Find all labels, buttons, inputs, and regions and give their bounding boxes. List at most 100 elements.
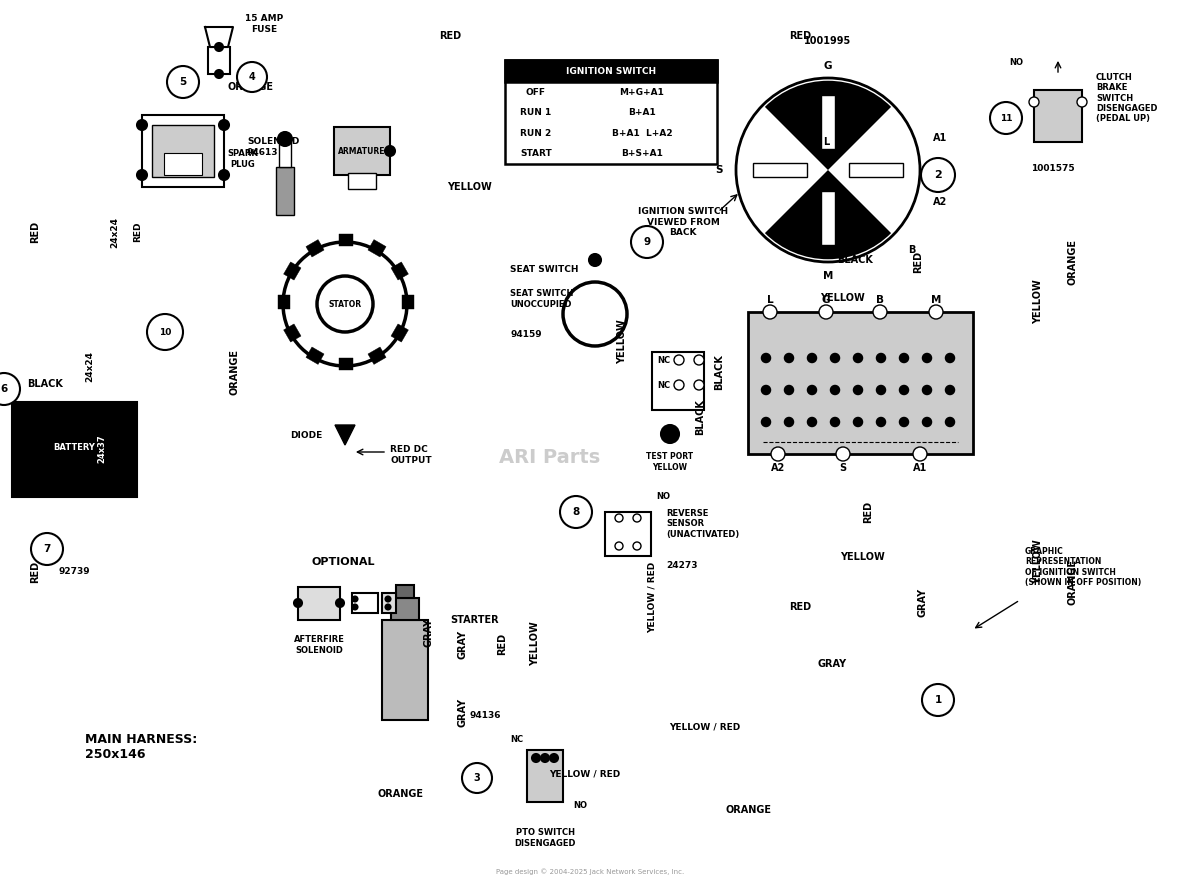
- Text: NO: NO: [573, 801, 586, 810]
- Circle shape: [219, 170, 229, 180]
- Text: RED: RED: [133, 221, 143, 243]
- Circle shape: [946, 385, 955, 394]
- Text: BLACK: BLACK: [837, 255, 873, 265]
- Text: NO: NO: [656, 491, 670, 500]
- Text: SEAT SWITCH
UNOCCUPIED: SEAT SWITCH UNOCCUPIED: [510, 289, 573, 309]
- Text: RED: RED: [863, 501, 873, 523]
- Circle shape: [946, 354, 955, 363]
- Wedge shape: [765, 170, 891, 259]
- Text: 4: 4: [249, 72, 255, 82]
- Text: 15 AMP
FUSE: 15 AMP FUSE: [245, 14, 283, 34]
- Circle shape: [550, 754, 558, 762]
- Circle shape: [923, 385, 931, 394]
- Circle shape: [137, 170, 148, 180]
- Bar: [348, 173, 376, 189]
- Text: M: M: [931, 295, 942, 305]
- Bar: [142, 115, 224, 187]
- Text: ARMATURE: ARMATURE: [339, 146, 386, 155]
- Circle shape: [913, 447, 927, 461]
- Text: CLUTCH
BRAKE
SWITCH
DISENGAGED
(PEDAL UP): CLUTCH BRAKE SWITCH DISENGAGED (PEDAL UP…: [1096, 72, 1158, 123]
- Text: RED: RED: [30, 220, 40, 243]
- Text: MAIN HARNESS:
250x146: MAIN HARNESS: 250x146: [85, 733, 197, 761]
- Text: YELLOW: YELLOW: [530, 622, 540, 667]
- Text: NC: NC: [657, 380, 670, 390]
- Circle shape: [137, 120, 148, 130]
- Text: YELLOW: YELLOW: [820, 293, 865, 303]
- Text: RED: RED: [497, 633, 507, 655]
- Circle shape: [877, 354, 885, 363]
- Text: SOLENOID
94613: SOLENOID 94613: [247, 138, 300, 157]
- Bar: [164, 153, 202, 175]
- Text: YELLOW / RED: YELLOW / RED: [648, 561, 656, 632]
- Text: GRAY: GRAY: [457, 698, 467, 727]
- Bar: [339, 234, 353, 246]
- Text: YELLOW: YELLOW: [1032, 540, 1043, 585]
- Circle shape: [922, 158, 955, 192]
- Circle shape: [674, 380, 684, 390]
- Bar: [753, 163, 807, 177]
- Circle shape: [336, 599, 345, 607]
- Text: 24x37: 24x37: [98, 435, 106, 463]
- Bar: [368, 347, 386, 364]
- Circle shape: [877, 418, 885, 426]
- Bar: [821, 95, 835, 149]
- Text: NO: NO: [1009, 57, 1023, 66]
- Text: YELLOW / RED: YELLOW / RED: [669, 722, 741, 731]
- Circle shape: [854, 385, 863, 394]
- Text: IGNITION SWITCH
VIEWED FROM
BACK: IGNITION SWITCH VIEWED FROM BACK: [638, 207, 728, 237]
- Text: GRAPHIC
REPRESENTATION
OF IGNITION SWITCH
(SHOWN IN OFF POSITION): GRAPHIC REPRESENTATION OF IGNITION SWITC…: [1025, 547, 1141, 587]
- Text: GRAY: GRAY: [422, 617, 433, 647]
- Text: S: S: [715, 165, 723, 175]
- Text: ORANGE: ORANGE: [230, 349, 240, 395]
- Circle shape: [736, 78, 920, 262]
- Text: 3: 3: [473, 773, 480, 783]
- Text: 5: 5: [179, 77, 186, 87]
- Circle shape: [990, 102, 1022, 134]
- Circle shape: [808, 385, 817, 394]
- Text: S: S: [839, 463, 846, 473]
- Text: 2: 2: [935, 170, 942, 180]
- Text: NC: NC: [511, 736, 524, 744]
- Circle shape: [237, 62, 267, 92]
- Bar: [278, 139, 291, 167]
- Text: A1: A1: [933, 133, 948, 143]
- Circle shape: [353, 604, 358, 609]
- Bar: [283, 262, 301, 280]
- Circle shape: [762, 418, 771, 426]
- Circle shape: [31, 533, 63, 565]
- Text: Page design © 2004-2025 Jack Network Services, Inc.: Page design © 2004-2025 Jack Network Ser…: [496, 869, 684, 875]
- Circle shape: [831, 385, 839, 394]
- Circle shape: [631, 226, 663, 258]
- Circle shape: [615, 514, 623, 522]
- Circle shape: [785, 418, 793, 426]
- Bar: [306, 240, 324, 257]
- Text: RED: RED: [105, 430, 114, 450]
- Text: A2: A2: [771, 463, 785, 473]
- Circle shape: [219, 120, 229, 130]
- Polygon shape: [205, 27, 232, 47]
- Text: STARTER: STARTER: [450, 615, 499, 625]
- Text: REVERSE
SENSOR
(UNACTIVATED): REVERSE SENSOR (UNACTIVATED): [666, 509, 739, 539]
- Circle shape: [589, 254, 601, 266]
- Circle shape: [877, 385, 885, 394]
- Text: OFF: OFF: [526, 87, 546, 97]
- Circle shape: [661, 425, 678, 443]
- Text: SEAT SWITCH: SEAT SWITCH: [510, 265, 578, 273]
- Text: RED: RED: [789, 31, 811, 41]
- Text: M: M: [822, 271, 833, 281]
- Bar: [334, 127, 391, 175]
- Text: L: L: [767, 295, 773, 305]
- Bar: [653, 352, 704, 410]
- Circle shape: [1029, 97, 1040, 107]
- Bar: [396, 585, 414, 598]
- Text: RED: RED: [30, 561, 40, 583]
- Circle shape: [563, 282, 627, 346]
- Circle shape: [808, 354, 817, 363]
- Text: PTO SWITCH
DISENGAGED: PTO SWITCH DISENGAGED: [514, 828, 576, 848]
- Bar: [382, 620, 428, 720]
- Text: TEST PORT
YELLOW: TEST PORT YELLOW: [647, 452, 694, 472]
- Text: 10: 10: [159, 327, 171, 337]
- Text: 24273: 24273: [666, 562, 697, 571]
- Text: START: START: [520, 149, 552, 158]
- Text: AFTERFIRE
SOLENOID: AFTERFIRE SOLENOID: [294, 635, 345, 654]
